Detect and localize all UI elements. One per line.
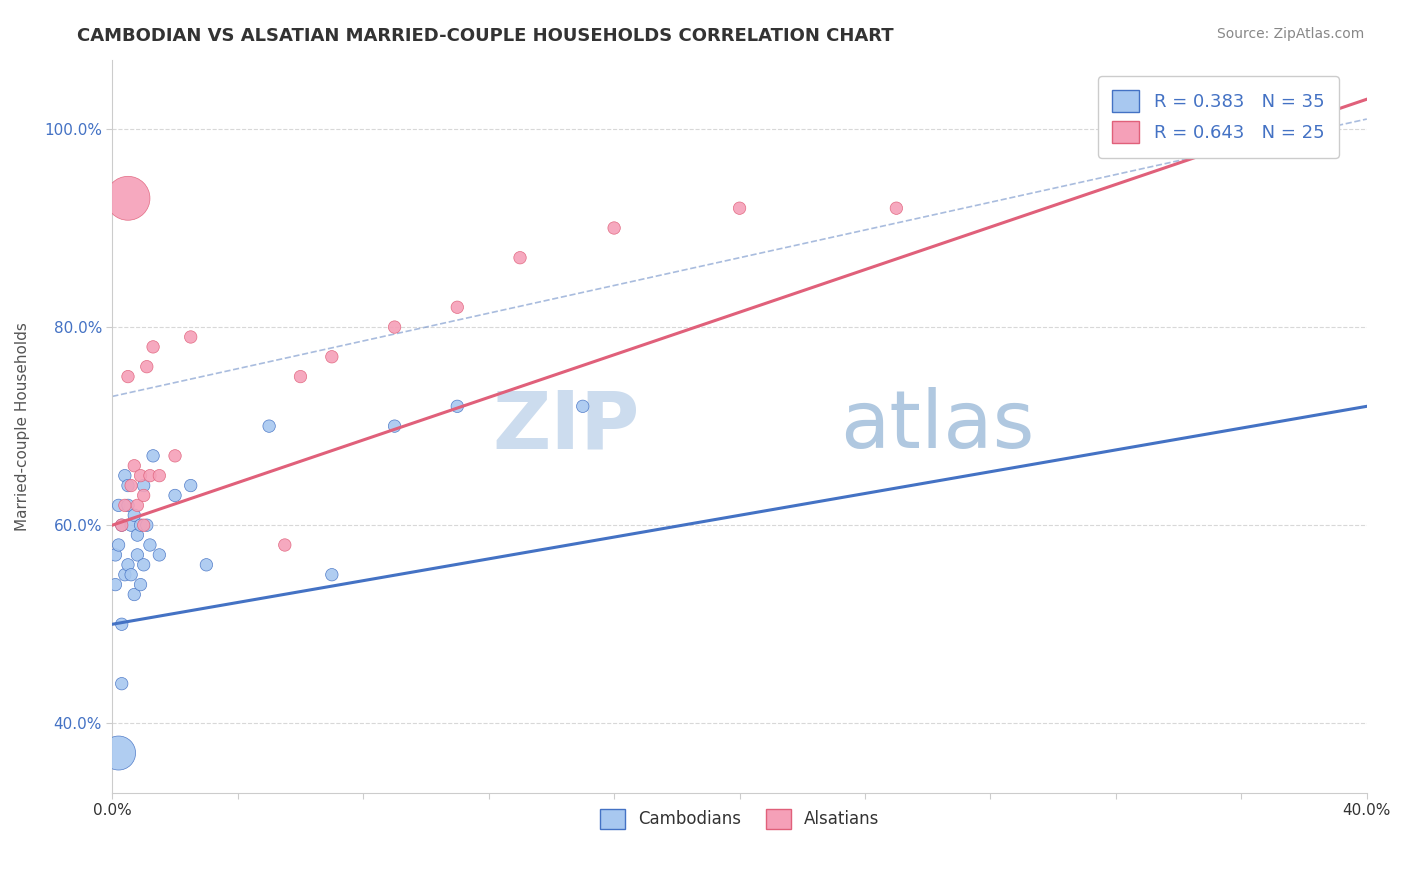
Point: [117, 499, 139, 513]
Point: [117, 369, 139, 384]
Point: [127, 548, 149, 562]
Point: [122, 458, 145, 473]
Point: [321, 350, 343, 364]
Point: [135, 359, 157, 374]
Point: [104, 577, 127, 591]
Point: [509, 251, 531, 265]
Point: [120, 518, 142, 533]
Point: [148, 548, 170, 562]
Point: [384, 419, 406, 434]
Text: Source: ZipAtlas.com: Source: ZipAtlas.com: [1216, 27, 1364, 41]
Point: [195, 558, 218, 572]
Point: [114, 468, 136, 483]
Point: [142, 340, 165, 354]
Point: [139, 468, 162, 483]
Y-axis label: Married-couple Households: Married-couple Households: [15, 322, 30, 531]
Point: [111, 676, 134, 690]
Point: [129, 577, 152, 591]
Point: [129, 468, 152, 483]
Point: [111, 518, 134, 533]
Point: [122, 508, 145, 523]
Point: [142, 449, 165, 463]
Point: [107, 746, 129, 760]
Point: [728, 201, 751, 215]
Point: [132, 488, 155, 502]
Point: [139, 538, 162, 552]
Point: [117, 478, 139, 492]
Point: [180, 330, 202, 344]
Text: ZIP: ZIP: [492, 387, 640, 465]
Point: [180, 478, 202, 492]
Legend: Cambodians, Alsatians: Cambodians, Alsatians: [593, 802, 886, 836]
Point: [117, 191, 139, 205]
Point: [127, 528, 149, 542]
Text: atlas: atlas: [839, 387, 1035, 465]
Point: [384, 320, 406, 334]
Point: [111, 617, 134, 632]
Text: CAMBODIAN VS ALSATIAN MARRIED-COUPLE HOUSEHOLDS CORRELATION CHART: CAMBODIAN VS ALSATIAN MARRIED-COUPLE HOU…: [77, 27, 894, 45]
Point: [132, 518, 155, 533]
Point: [321, 567, 343, 582]
Point: [163, 488, 186, 502]
Point: [111, 518, 134, 533]
Point: [120, 478, 142, 492]
Point: [127, 499, 149, 513]
Point: [107, 538, 129, 552]
Point: [148, 468, 170, 483]
Point: [117, 558, 139, 572]
Point: [114, 567, 136, 582]
Point: [446, 300, 468, 314]
Point: [257, 419, 280, 434]
Point: [603, 221, 626, 235]
Point: [274, 538, 297, 552]
Point: [120, 567, 142, 582]
Point: [104, 548, 127, 562]
Point: [132, 558, 155, 572]
Point: [135, 518, 157, 533]
Point: [129, 518, 152, 533]
Point: [132, 478, 155, 492]
Point: [122, 588, 145, 602]
Point: [107, 499, 129, 513]
Point: [163, 449, 186, 463]
Point: [886, 201, 908, 215]
Point: [571, 400, 593, 414]
Point: [290, 369, 312, 384]
Point: [446, 400, 468, 414]
Point: [114, 499, 136, 513]
